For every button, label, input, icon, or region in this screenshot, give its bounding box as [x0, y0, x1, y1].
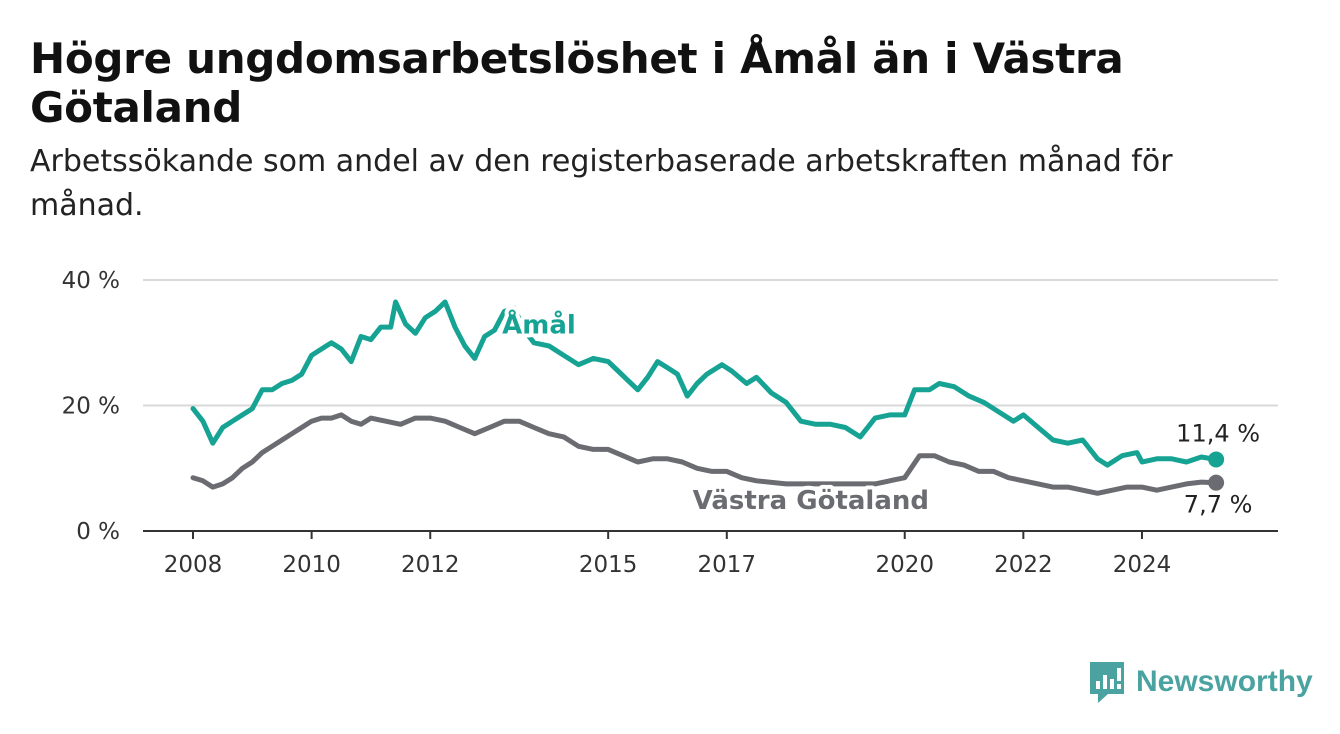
series-line [190, 299, 1219, 468]
series-end-point [1208, 474, 1225, 491]
chart-title: Högre ungdomsarbetslöshet i Åmål än i Vä… [30, 34, 1124, 132]
y-tick-label: 20 % [62, 394, 120, 420]
end-value-label: 11,4 % [1176, 419, 1260, 447]
axes: 0 % 20 % 40 % 2008 2010 2012 2015 2017 2020 2022 2… [62, 268, 1278, 578]
gridlines [143, 279, 1278, 407]
x-tick-label: 2017 [698, 552, 757, 578]
end-value-label: 7,7 % [1184, 491, 1253, 519]
series-labels: Åmål Västra Götaland 11,4 % 7,7 % [498, 304, 1263, 521]
brand-logo: Newsworthy [1088, 660, 1313, 704]
series-name-label: Västra Götaland [693, 486, 929, 516]
x-tick-label: 2024 [1113, 552, 1172, 578]
x-tick-label: 2008 [164, 552, 223, 578]
series-lines [190, 299, 1225, 496]
x-tick-label: 2010 [282, 552, 341, 578]
x-tick-label: 2020 [875, 552, 934, 578]
series-end-point [1208, 451, 1225, 468]
series-line [190, 412, 1219, 496]
chart-subtitle: Arbetssökande som andel av den registerb… [30, 144, 1173, 223]
brand-name: Newsworthy [1136, 665, 1313, 698]
newsworthy-logo-icon [1090, 662, 1124, 703]
x-tick-label: 2015 [579, 552, 638, 578]
series-name-label: Åmål [502, 308, 576, 340]
line-chart: 0 % 20 % 40 % 2008 2010 2012 2015 2017 2020 2022 2… [62, 268, 1278, 578]
x-tick-label: 2022 [994, 552, 1053, 578]
y-tick-label: 40 % [62, 268, 120, 294]
y-tick-label: 0 % [76, 519, 120, 545]
x-tick-label: 2012 [401, 552, 460, 578]
